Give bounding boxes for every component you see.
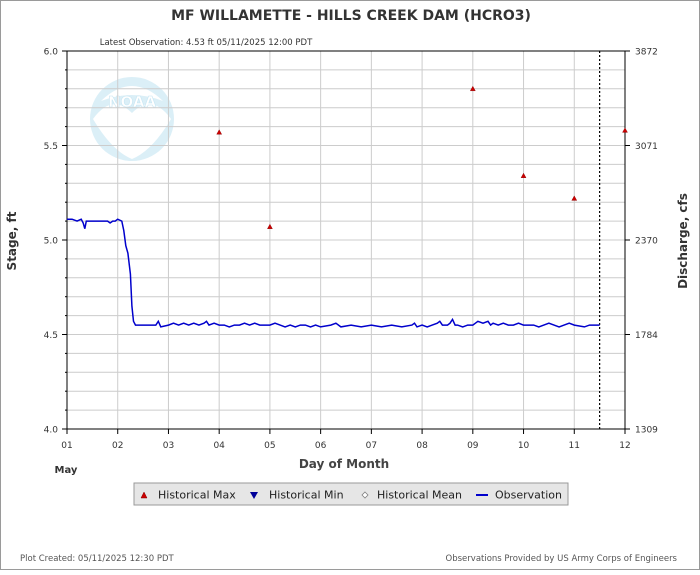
x-tick-label: 12 [619, 441, 630, 451]
historical-max-point [520, 172, 527, 178]
chart-title: MF WILLAMETTE - HILLS CREEK DAM (HCRO3) [171, 8, 531, 24]
legend-item-observation: Observation [476, 489, 562, 502]
x-axis-month-label: May [55, 465, 78, 476]
x-tick-label: 07 [366, 441, 377, 451]
historical-min-marker-icon [250, 492, 258, 499]
x-tick-label: 03 [163, 441, 174, 451]
x-tick-label: 10 [518, 441, 530, 451]
legend-label-historical-min: Historical Min [269, 489, 344, 502]
x-tick-label: 09 [467, 441, 479, 451]
y2-axis-label: Discharge, cfs [676, 193, 690, 289]
x-axis-label: Day of Month [299, 457, 389, 471]
grid-lines [66, 50, 626, 430]
axes: 4.0 4.5 5.0 5.5 6.0 1309 1784 2370 3071 3872 01 02 0… [44, 48, 659, 452]
y-tick-label: 4.5 [44, 331, 58, 341]
historical-max-point [571, 195, 578, 201]
legend-label-observation: Observation [495, 489, 562, 502]
historical-mean-marker-icon [361, 491, 369, 499]
legend-item-historical-max: Historical Max [140, 489, 236, 502]
chart-subtitle: Latest Observation: 4.53 ft 05/11/2025 1… [100, 38, 313, 48]
x-tick-label: 06 [315, 441, 327, 451]
legend-item-historical-min: Historical Min [250, 489, 344, 502]
historical-max-point [622, 127, 628, 133]
y2-tick-label: 1784 [635, 331, 658, 341]
x-tick-label: 01 [61, 441, 72, 451]
observation-line [67, 218, 600, 328]
historical-max-point [216, 129, 223, 135]
plot-created-text: Plot Created: 05/11/2025 12:30 PDT [20, 554, 174, 564]
x-tick-label: 02 [112, 441, 123, 451]
x-tick-label: 05 [264, 441, 275, 451]
y-tick-label: 4.0 [44, 426, 59, 436]
y2-tick-label: 1309 [635, 426, 658, 436]
y-tick-label: 5.5 [44, 142, 58, 152]
x-tick-label: 04 [213, 441, 225, 451]
noaa-logo: NOAA [90, 77, 174, 161]
x-tick-label: 11 [569, 441, 580, 451]
y-axis-label: Stage, ft [5, 211, 19, 270]
y-tick-label: 5.0 [44, 237, 59, 247]
legend-item-historical-mean: Historical Mean [361, 489, 462, 502]
historical-max-point [267, 223, 273, 229]
y2-tick-label: 3071 [635, 142, 658, 152]
y2-tick-label: 3872 [635, 48, 658, 58]
x-tick-label: 08 [416, 441, 428, 451]
y-tick-label: 6.0 [44, 48, 59, 58]
historical-max-marker-icon [140, 491, 148, 499]
historical-max-point [469, 85, 476, 91]
noaa-logo-text: NOAA [108, 93, 157, 111]
legend: Historical Max Historical Min Historical… [133, 482, 569, 506]
data-credit-text: Observations Provided by US Army Corps o… [446, 554, 678, 564]
legend-label-historical-mean: Historical Mean [377, 489, 462, 502]
legend-label-historical-max: Historical Max [158, 489, 236, 502]
legend-box [133, 482, 569, 506]
series-layer [67, 85, 628, 328]
y2-tick-label: 2370 [635, 237, 658, 247]
